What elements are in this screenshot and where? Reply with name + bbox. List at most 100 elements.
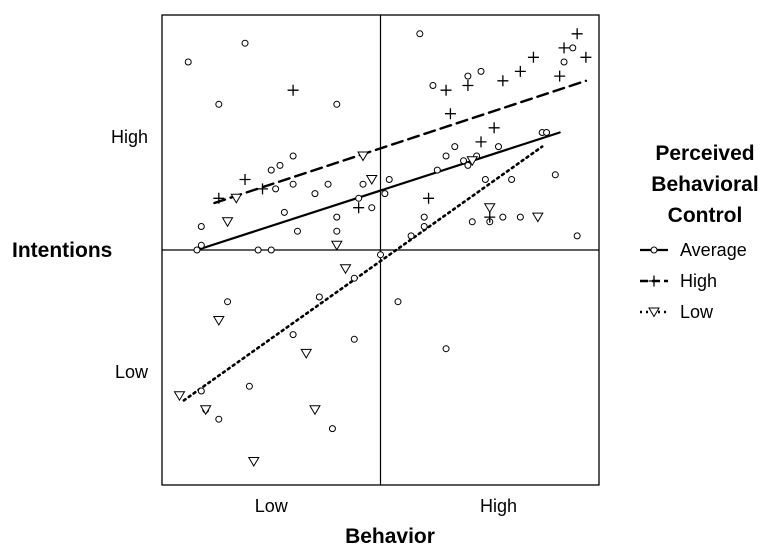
legend-title-line: Perceived xyxy=(655,142,754,165)
point-average xyxy=(464,161,472,169)
point-average xyxy=(451,143,459,151)
legend-item-average: Average xyxy=(640,240,747,260)
point-average xyxy=(442,345,450,353)
data-markers xyxy=(173,28,592,467)
point-average xyxy=(543,129,551,136)
legend-marker-high xyxy=(648,275,660,287)
point-average xyxy=(468,218,476,226)
y-tick-labels: High Low xyxy=(111,127,149,382)
legend: Perceived Behavioral Control Average High Lo… xyxy=(640,142,759,322)
x-tick-label: Low xyxy=(255,496,289,516)
point-average xyxy=(267,246,275,254)
point-high xyxy=(444,108,456,120)
point-low xyxy=(339,264,352,275)
point-average xyxy=(377,251,384,259)
point-average xyxy=(280,208,288,216)
point-low xyxy=(199,405,212,416)
legend-title: Perceived Behavioral Control xyxy=(651,142,758,227)
point-low xyxy=(483,203,496,214)
point-high xyxy=(287,84,299,96)
point-average xyxy=(368,204,376,212)
point-average xyxy=(324,180,332,188)
point-average xyxy=(481,176,489,183)
point-high xyxy=(213,192,225,204)
point-low xyxy=(300,348,313,359)
point-high xyxy=(462,80,474,91)
point-low xyxy=(357,151,369,162)
point-average xyxy=(355,194,363,202)
fit-lines xyxy=(182,79,588,402)
point-high xyxy=(554,70,566,82)
point-average xyxy=(241,39,249,47)
point-low xyxy=(247,457,260,467)
point-average xyxy=(551,171,559,179)
point-average xyxy=(394,298,402,306)
fit-line-low xyxy=(182,145,544,402)
point-average xyxy=(245,382,253,390)
point-average xyxy=(416,30,424,38)
point-average xyxy=(315,293,323,301)
legend-marker-average xyxy=(650,246,658,254)
point-low xyxy=(531,212,544,223)
point-high xyxy=(257,183,269,195)
point-average xyxy=(350,274,358,282)
point-average xyxy=(499,213,507,221)
point-average xyxy=(193,246,201,254)
point-average xyxy=(464,72,472,80)
point-low xyxy=(365,175,378,185)
point-average xyxy=(333,100,341,108)
point-average xyxy=(573,232,581,240)
point-average xyxy=(508,176,516,183)
point-average xyxy=(289,331,297,339)
legend-label: High xyxy=(680,271,717,291)
point-high xyxy=(497,75,509,87)
point-high xyxy=(558,42,570,54)
point-average xyxy=(289,152,297,160)
x-tick-label: High xyxy=(480,496,517,516)
point-average xyxy=(420,223,428,230)
legend-items: Average High Low xyxy=(640,240,747,322)
point-high xyxy=(440,84,452,96)
point-average xyxy=(272,185,280,193)
fit-line-average xyxy=(195,131,561,252)
plot-area xyxy=(161,14,600,486)
point-average xyxy=(184,58,192,66)
point-high xyxy=(488,122,500,134)
fit-line-high xyxy=(213,79,588,205)
x-tick-labels: Low High xyxy=(255,496,517,516)
legend-title-line: Behavioral xyxy=(651,173,758,196)
point-low xyxy=(330,240,343,251)
point-average xyxy=(328,425,336,433)
point-average xyxy=(333,227,341,235)
point-high xyxy=(475,136,487,148)
point-average xyxy=(460,157,468,165)
legend-marker-low xyxy=(648,307,660,318)
point-average xyxy=(516,213,524,221)
point-average xyxy=(311,190,319,198)
point-low xyxy=(230,193,243,204)
point-average xyxy=(350,335,358,343)
point-average xyxy=(442,152,450,160)
point-high xyxy=(571,28,583,40)
point-average xyxy=(215,100,223,108)
point-average xyxy=(477,67,485,75)
point-average xyxy=(293,227,301,235)
point-high xyxy=(423,192,435,204)
point-low xyxy=(173,391,186,402)
point-average xyxy=(560,58,568,66)
point-average xyxy=(385,176,393,183)
y-tick-label: High xyxy=(111,127,148,147)
y-tick-label: Low xyxy=(115,362,149,382)
point-high xyxy=(527,51,539,63)
legend-item-high: High xyxy=(640,271,717,291)
point-average xyxy=(197,241,205,249)
point-high xyxy=(353,202,365,214)
point-average xyxy=(276,161,284,169)
point-average xyxy=(420,213,428,221)
point-average xyxy=(381,190,389,198)
point-average xyxy=(254,246,262,254)
point-low xyxy=(466,156,479,167)
point-average xyxy=(333,213,341,221)
point-average xyxy=(494,143,502,151)
